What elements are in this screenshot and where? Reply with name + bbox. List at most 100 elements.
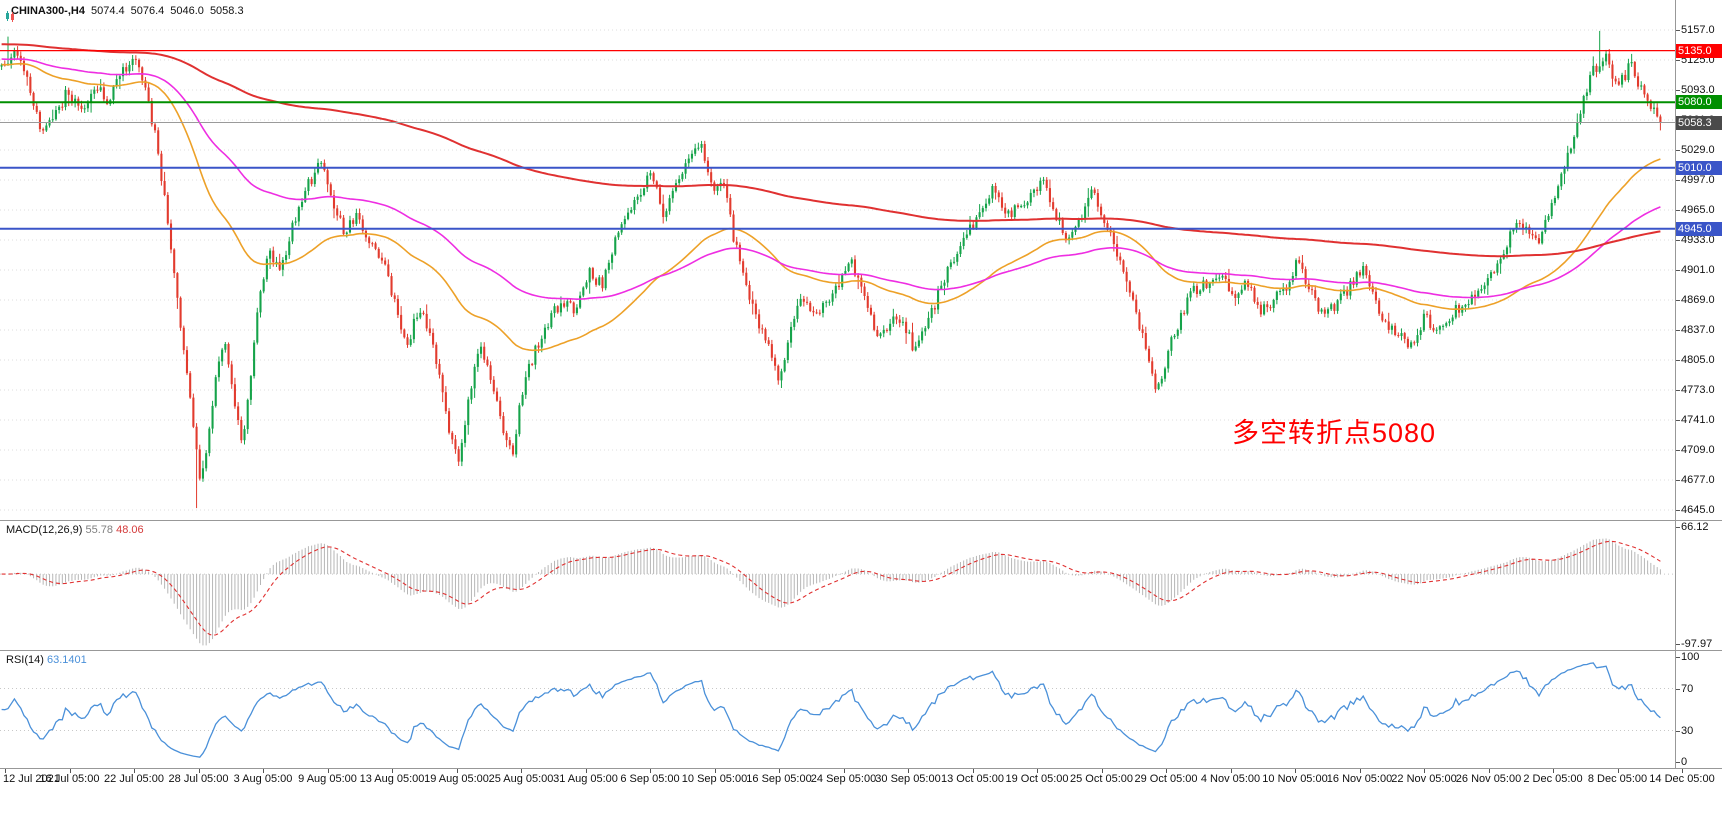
time-label: 10 Sep 05:00 (681, 773, 748, 785)
rsi-tick-mark (1676, 657, 1680, 658)
time-tick-mark (779, 769, 780, 773)
time-tick-mark (1424, 769, 1425, 773)
time-tick-mark (1037, 769, 1038, 773)
rsi-name: RSI(14) (6, 654, 44, 666)
time-label: 25 Aug 05:00 (488, 773, 554, 785)
panel-separator[interactable] (0, 520, 1722, 521)
time-label: 19 Oct 05:00 (1005, 773, 1069, 785)
price-tick-label: 4645.0 (1681, 504, 1715, 516)
time-label: 16 Nov 05:00 (1326, 773, 1393, 785)
price-tick-label: 5029.0 (1681, 144, 1715, 156)
time-label: 28 Jul 05:00 (168, 773, 229, 785)
price-tick-mark (1676, 330, 1680, 331)
ma-slow-red (1, 43, 1661, 258)
macd-signal-value: 48.06 (116, 524, 144, 536)
price-tick-mark (1676, 300, 1680, 301)
time-tick-mark (972, 769, 974, 773)
price-tick-label: 4869.0 (1681, 294, 1715, 306)
price-tick-label: 4997.0 (1681, 174, 1715, 186)
time-label: 26 Nov 05:00 (1455, 773, 1522, 785)
time-tick-mark (650, 769, 651, 773)
price-tick-mark (1676, 180, 1680, 181)
time-label: 25 Oct 05:00 (1070, 773, 1133, 785)
time-tick-mark (1553, 769, 1554, 773)
bar-open-value: 5074.4 (90, 4, 125, 17)
rsi-tick-mark (1676, 730, 1680, 732)
time-label: 8 Dec 05:00 (1587, 773, 1648, 785)
macd-tick-mark (1676, 644, 1680, 645)
time-tick-mark (843, 769, 845, 773)
rsi-value: 63.1401 (46, 654, 87, 666)
time-label: 12 Jul 2021 (3, 773, 60, 785)
time-label: 4 Nov 05:00 (1200, 773, 1261, 785)
price-level-tag[interactable]: 5080.0 (1676, 95, 1722, 110)
macd-signal-line (1, 540, 1661, 636)
time-tick-mark (392, 769, 393, 773)
macd-label: MACD(12,26,9) 55.78 48.06 (6, 524, 144, 536)
rsi-tick-label: 30 (1681, 724, 1694, 737)
time-tick-mark (5, 769, 6, 773)
time-label: 3 Aug 05:00 (233, 773, 293, 785)
time-tick-mark (1101, 769, 1103, 773)
candlestick-chart[interactable] (0, 0, 1675, 520)
time-tick-mark (134, 769, 135, 773)
time-axis[interactable]: 12 Jul 2021 16 Jul 05:00 22 Jul 05:00 28 Ju… (0, 768, 1722, 838)
bar-low-value: 5046.0 (170, 4, 204, 17)
time-tick-mark (327, 769, 329, 773)
time-label: 16 Jul 05:00 (39, 773, 100, 785)
rsi-tick-mark (1676, 688, 1680, 690)
time-tick-mark (714, 769, 716, 773)
price-level-tag[interactable]: 5010.0 (1676, 160, 1722, 175)
rsi-label: RSI(14) 63.1401 (6, 654, 87, 666)
time-label: 9 Aug 05:00 (298, 773, 357, 785)
rsi-tick-label: 0 (1681, 756, 1688, 768)
price-tick-mark (1676, 150, 1680, 151)
rsi-tick-mark (1676, 762, 1680, 763)
time-tick-mark (585, 769, 587, 773)
price-tick-label: 4837.0 (1681, 324, 1715, 336)
time-tick-mark (1295, 769, 1296, 773)
time-tick-mark (1230, 769, 1232, 773)
price-tick-mark (1676, 30, 1680, 31)
time-label: 13 Aug 05:00 (359, 773, 425, 785)
time-label: 19 Aug 05:00 (424, 773, 489, 785)
time-tick-mark (263, 769, 264, 773)
price-tick-mark (1676, 210, 1680, 211)
time-tick-mark (1166, 769, 1167, 773)
macd-tick-mark (1676, 527, 1680, 528)
panel-separator (0, 768, 1722, 769)
panel-separator[interactable] (0, 650, 1722, 651)
price-tick-label: 5093.0 (1681, 84, 1715, 96)
time-label: 29 Oct 05:00 (1134, 773, 1198, 785)
time-label: 22 Jul 05:00 (104, 773, 164, 785)
price-tick-mark (1676, 510, 1680, 511)
price-tick-label: 4901.0 (1681, 264, 1715, 276)
time-tick-mark (1359, 769, 1361, 773)
time-tick-mark (69, 769, 71, 773)
price-tick-label: 5157.0 (1681, 24, 1715, 36)
time-label: 13 Oct 05:00 (941, 773, 1004, 785)
macd-axis-max-label: 66.12 (1681, 521, 1709, 533)
rsi-line (1, 662, 1661, 758)
macd-axis-min-label: -97.97 (1681, 638, 1713, 650)
ma-fast-orange (1, 62, 1661, 352)
annotation-text[interactable]: 多空转折点5080 (1232, 418, 1437, 448)
price-tick-label: 4741.0 (1681, 414, 1715, 426)
time-tick-mark (456, 769, 458, 773)
price-tick-mark (1676, 450, 1680, 451)
price-tick-label: 4677.0 (1681, 474, 1715, 486)
price-level-tag[interactable]: 4945.0 (1676, 221, 1722, 236)
rsi-indicator-chart[interactable] (0, 651, 1675, 768)
macd-indicator-chart[interactable] (0, 521, 1675, 650)
price-level-tag[interactable]: 5135.0 (1676, 43, 1722, 58)
time-label: 14 Dec 05:00 (1649, 773, 1715, 785)
price-tick-label: 4965.0 (1681, 204, 1715, 216)
macd-name: MACD(12,26,9) (6, 524, 83, 536)
price-tick-mark (1676, 240, 1680, 241)
time-label: 16 Sep 05:00 (746, 773, 812, 785)
price-tick-mark (1676, 60, 1680, 61)
time-tick-mark (521, 769, 522, 773)
time-label: 24 Sep 05:00 (810, 773, 877, 785)
time-tick-mark (1682, 769, 1683, 773)
time-tick-mark (198, 769, 200, 773)
